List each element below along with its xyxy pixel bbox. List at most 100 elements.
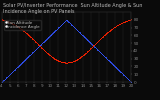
Point <box>4 78 6 80</box>
Point <box>91 46 94 47</box>
Point <box>22 60 25 62</box>
Point <box>95 42 98 43</box>
Point <box>120 22 123 24</box>
Point <box>32 38 34 40</box>
Point <box>24 59 26 60</box>
Point <box>34 40 36 42</box>
Point <box>110 28 113 30</box>
Point <box>113 26 116 28</box>
Point <box>67 21 70 22</box>
Point <box>119 23 122 24</box>
Point <box>123 21 126 22</box>
Point <box>52 31 55 33</box>
Point <box>45 51 48 53</box>
Point <box>47 53 50 55</box>
Point <box>105 57 107 59</box>
Point <box>72 60 74 62</box>
Point <box>117 69 120 71</box>
Point <box>124 75 126 77</box>
Point <box>32 51 34 53</box>
Point <box>22 30 24 31</box>
Point <box>83 36 85 37</box>
Point <box>88 41 90 42</box>
Point <box>98 51 101 52</box>
Point <box>66 62 68 63</box>
Point <box>56 28 59 29</box>
Point <box>116 68 118 69</box>
Point <box>118 70 121 72</box>
Point <box>1 19 3 20</box>
Point <box>118 70 120 71</box>
Point <box>50 55 52 57</box>
Point <box>80 33 83 35</box>
Point <box>81 55 84 57</box>
Point <box>72 25 74 27</box>
Point <box>120 72 123 73</box>
Point <box>109 61 112 63</box>
Point <box>28 35 31 36</box>
Point <box>126 78 129 80</box>
Point <box>37 46 39 48</box>
Point <box>39 44 42 45</box>
Point <box>71 24 73 26</box>
Point <box>19 64 21 65</box>
Point <box>126 78 129 79</box>
Point <box>90 46 93 48</box>
Point <box>44 50 46 52</box>
Point <box>58 60 60 62</box>
Point <box>105 32 108 34</box>
Point <box>39 46 42 47</box>
Point <box>79 56 82 58</box>
Point <box>60 24 62 26</box>
Point <box>94 47 97 49</box>
Point <box>54 30 56 32</box>
Point <box>24 31 26 33</box>
Point <box>68 61 71 63</box>
Point <box>128 80 131 81</box>
Point <box>106 32 109 33</box>
Point <box>122 73 124 75</box>
Point <box>94 42 97 44</box>
Point <box>48 36 50 37</box>
Point <box>114 66 116 67</box>
Point <box>28 55 31 56</box>
Point <box>34 49 37 50</box>
Point <box>35 48 37 50</box>
Point <box>14 68 16 70</box>
Point <box>3 19 5 21</box>
Point <box>127 19 129 21</box>
Point <box>21 29 23 30</box>
Point <box>74 59 77 61</box>
Point <box>51 32 54 34</box>
Point <box>93 46 96 47</box>
Point <box>26 33 29 35</box>
Point <box>100 37 102 39</box>
Point <box>72 26 75 27</box>
Point <box>120 22 122 24</box>
Point <box>107 31 109 32</box>
Point <box>3 79 5 81</box>
Point <box>37 46 40 47</box>
Point <box>98 50 100 52</box>
Point <box>11 22 13 24</box>
Point <box>23 30 25 32</box>
Point <box>32 39 35 41</box>
Point <box>47 53 49 55</box>
Point <box>78 31 80 33</box>
Point <box>123 74 125 76</box>
Point <box>47 36 50 38</box>
Point <box>108 60 111 62</box>
Point <box>34 41 37 42</box>
Legend: Sun Altitude, Incidence Angle: Sun Altitude, Incidence Angle <box>4 20 41 30</box>
Point <box>78 57 81 58</box>
Point <box>88 40 90 42</box>
Point <box>129 81 132 82</box>
Point <box>40 43 43 44</box>
Point <box>62 62 65 63</box>
Point <box>47 37 49 38</box>
Point <box>125 20 128 22</box>
Point <box>98 39 101 40</box>
Point <box>37 43 39 45</box>
Point <box>108 60 110 62</box>
Point <box>12 70 15 71</box>
